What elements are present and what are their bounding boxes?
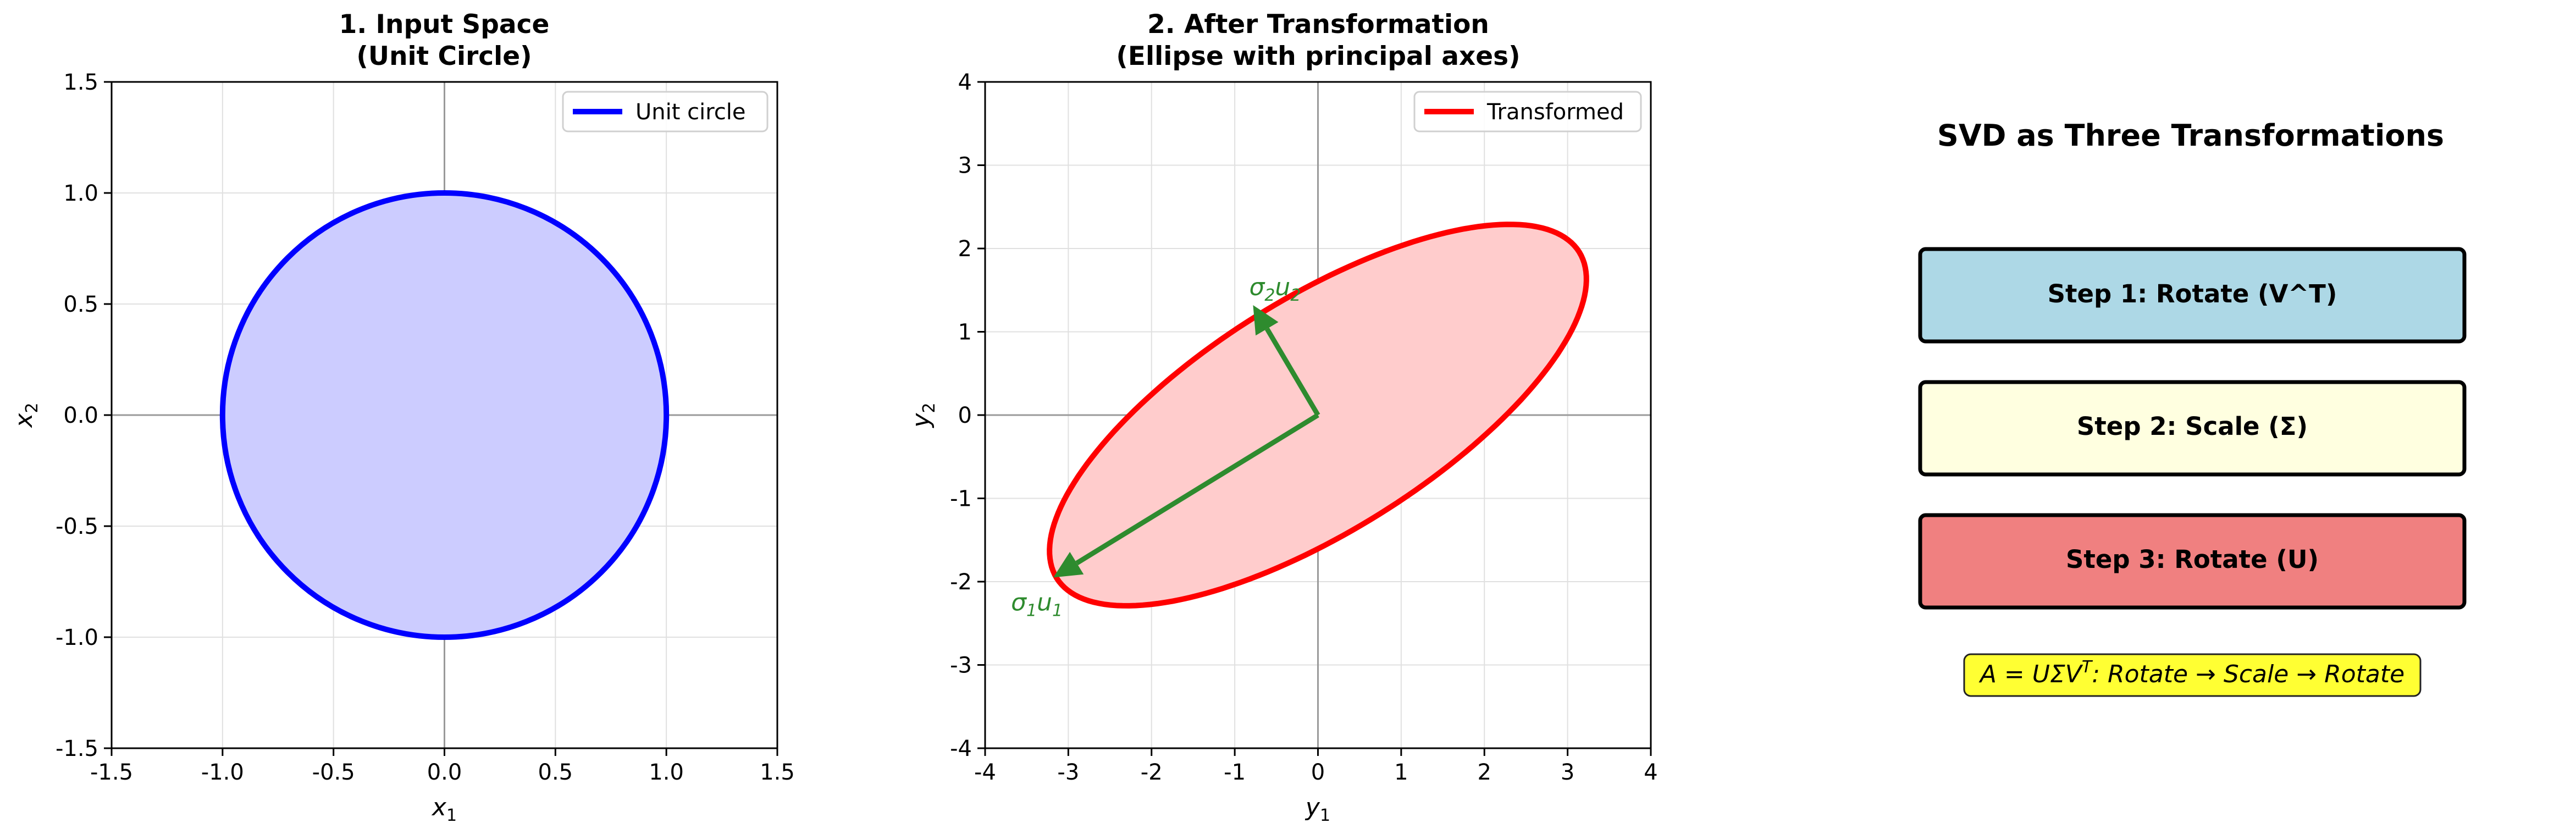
chart-2-title-line-2: (Ellipse with principal axes) (1116, 41, 1520, 71)
x-tick-label: -2 (1141, 760, 1163, 785)
formula-box (1963, 653, 2422, 697)
step-1-label: Step 1: Rotate (V^T) (2048, 279, 2337, 308)
x-tick-label: 0 (1311, 760, 1325, 785)
y-tick-label: -2 (950, 570, 972, 595)
x-tick-label: 0.0 (427, 760, 462, 785)
arrow-head-2 (1253, 305, 1279, 336)
arrow-shaft-2 (1264, 327, 1320, 417)
formula-suffix: : Rotate → Scale → Rotate (2092, 660, 2404, 688)
x-tick-label: 0.5 (538, 760, 573, 785)
step-3-box (1918, 513, 2467, 610)
x-axis-label: x1 (431, 793, 457, 825)
x-tick-label: 4 (1644, 760, 1657, 785)
y-tick-label: -1 (950, 487, 972, 512)
x-tick-label: -1 (1224, 760, 1246, 785)
y-tick-label: -3 (950, 653, 972, 678)
x-tick-label: 3 (1561, 760, 1574, 785)
formula-text: A = UΣVT: Rotate → Scale → Rotate (1978, 658, 2404, 688)
legend-box (562, 91, 769, 132)
x-tick-label: 1.0 (649, 760, 684, 785)
y-tick-label: -4 (950, 736, 972, 761)
svd-panel-title: SVD as Three Transformations (1937, 118, 2444, 153)
arrow-label-1: σ1u1 (1011, 588, 1063, 620)
y-tick-label: 1 (958, 320, 972, 345)
legend-box (1413, 91, 1642, 132)
x-tick-label: 1 (1394, 760, 1408, 785)
unit-circle-fill (222, 193, 667, 637)
y-tick-label: 3 (958, 153, 972, 179)
y-tick-label: -1.0 (56, 625, 98, 650)
chart-2-transformed-ellipse: 2. After Transformation (Ellipse with pr… (907, 9, 1658, 825)
y-axis-label: x2 (10, 402, 42, 428)
x-tick-label: -0.5 (312, 760, 355, 785)
formula-prefix: A (1978, 660, 1997, 688)
step-3-label: Step 3: Rotate (U) (2066, 545, 2319, 574)
y-tick-label: -1.5 (56, 736, 98, 761)
y-tick-label: 1.0 (63, 181, 98, 206)
svd-steps-panel: SVD as Three Transformations Step 1: Rot… (1918, 118, 2467, 697)
x-tick-label: -3 (1057, 760, 1079, 785)
y-axis-label: y2 (907, 402, 939, 428)
ellipse-line (1047, 222, 1589, 609)
y-tick-label: -0.5 (56, 514, 98, 539)
y-tick-label: 2 (958, 236, 972, 262)
step-2-box (1918, 380, 2467, 477)
legend-label: Transformed (1486, 100, 1624, 125)
x-tick-label: -4 (974, 760, 996, 785)
y-tick-label: 4 (958, 70, 972, 95)
chart-1-title-line-1: 1. Input Space (339, 9, 550, 40)
x-tick-label: -1.5 (90, 760, 133, 785)
y-tick-label: 0 (958, 403, 972, 428)
x-axis-label: y1 (1304, 793, 1330, 825)
chart-1-title-line-2: (Unit Circle) (356, 41, 532, 71)
y-tick-label: 0.0 (63, 403, 98, 428)
step-1-box (1918, 247, 2467, 344)
step-2-label: Step 2: Scale (Σ) (2077, 412, 2308, 441)
chart-1-unit-circle: 1. Input Space (Unit Circle) -1.5 -1.0 -0.… (10, 9, 795, 825)
x-tick-label: 2 (1478, 760, 1491, 785)
arrow-head-1 (1053, 551, 1084, 578)
formula-sup: T (2082, 658, 2093, 677)
arrow-label-2: σ2u2 (1249, 273, 1301, 305)
formula-equals: = (1997, 660, 2032, 688)
x-tick-label: 1.5 (760, 760, 795, 785)
legend-label: Unit circle (635, 100, 746, 125)
y-tick-label: 0.5 (63, 292, 98, 317)
y-tick-label: 1.5 (63, 70, 98, 95)
arrow-shaft-1 (1075, 413, 1319, 566)
unit-circle-line (219, 190, 670, 640)
formula-body: UΣV (2032, 660, 2083, 688)
x-tick-label: -1.0 (201, 760, 244, 785)
chart-2-title-line-1: 2. After Transformation (1147, 9, 1489, 40)
